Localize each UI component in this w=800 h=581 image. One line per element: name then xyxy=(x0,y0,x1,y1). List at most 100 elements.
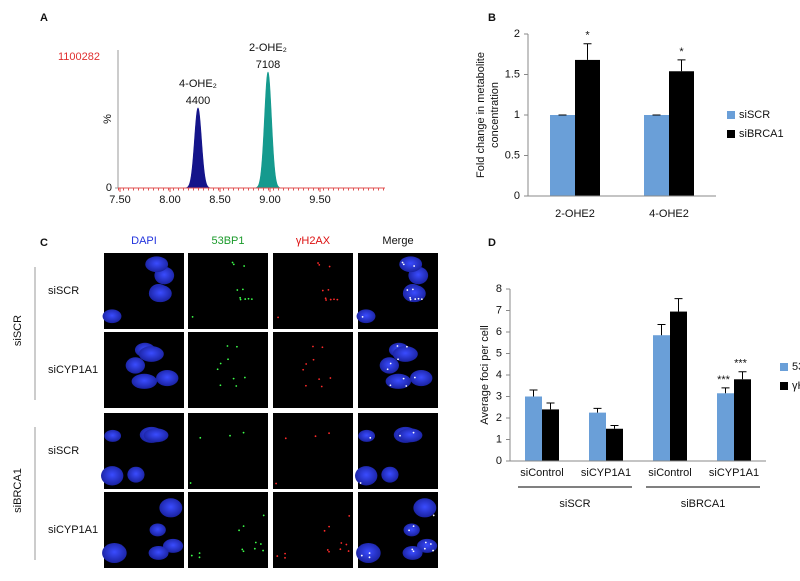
row-label: siCYP1A1 xyxy=(48,364,98,376)
focus-green xyxy=(397,358,399,361)
y-tick-label: 0 xyxy=(514,190,520,202)
nucleus xyxy=(148,545,169,560)
micrograph-tile xyxy=(356,492,438,568)
tile-background xyxy=(188,413,268,489)
nucleus xyxy=(402,545,423,560)
micrograph-tile xyxy=(188,332,268,408)
nucleus xyxy=(379,357,399,374)
bar xyxy=(606,428,623,461)
nucleus xyxy=(101,466,124,486)
focus-green xyxy=(247,297,250,300)
micrograph-tile xyxy=(358,332,438,408)
group-label: siBRCA1 xyxy=(681,498,726,510)
focus-green xyxy=(241,288,244,291)
focus-red xyxy=(276,555,279,557)
focus-green xyxy=(241,548,244,551)
nucleus xyxy=(403,523,420,537)
focus-green xyxy=(359,482,362,484)
y-tick-label: 0 xyxy=(496,455,502,467)
error-bar xyxy=(583,43,592,60)
focus-red xyxy=(339,548,342,551)
error-bar xyxy=(738,371,747,380)
peak-area-label: 4400 xyxy=(186,95,210,107)
focus-red xyxy=(323,529,326,532)
row-label: siSCR xyxy=(48,445,79,457)
micrograph-tile xyxy=(102,253,184,329)
focus-green xyxy=(411,288,414,291)
focus-green xyxy=(254,541,257,544)
focus-red xyxy=(347,550,350,552)
micrograph-tile xyxy=(355,413,438,489)
nucleus xyxy=(143,428,169,443)
significance-label: * xyxy=(585,30,590,42)
group-label: siBRCA1 xyxy=(12,468,24,513)
focus-green xyxy=(420,298,423,301)
focus-green xyxy=(262,549,264,552)
focus-green xyxy=(262,514,265,517)
micrograph-tile xyxy=(356,253,438,329)
focus-green xyxy=(226,345,229,347)
focus-green xyxy=(368,552,371,554)
micrograph-tile xyxy=(188,253,268,329)
legend-label: siSCR xyxy=(739,109,770,121)
nucleus xyxy=(356,543,381,563)
nucleus xyxy=(413,498,437,518)
nucleus xyxy=(385,373,412,389)
focus-green xyxy=(219,384,222,387)
focus-red xyxy=(328,525,330,528)
micrograph-tile xyxy=(273,253,353,329)
focus-red xyxy=(325,299,327,301)
error-bar xyxy=(593,407,602,413)
focus-red xyxy=(333,298,335,301)
focus-green xyxy=(413,265,416,267)
focus-red xyxy=(284,556,286,559)
nucleus xyxy=(397,428,423,443)
focus-green xyxy=(409,298,412,301)
focus-green xyxy=(386,368,389,371)
nucleus xyxy=(104,429,122,442)
y-tick-label: 6 xyxy=(496,326,502,338)
y-tick-label: 3 xyxy=(496,390,502,402)
focus-green xyxy=(409,296,412,299)
y-axis-label: Fold change in metabolite xyxy=(475,52,487,178)
focus-green xyxy=(259,543,262,545)
focus-red xyxy=(328,265,331,268)
error-bar xyxy=(546,402,555,410)
focus-green xyxy=(229,434,231,437)
y-axis-label: % xyxy=(102,114,114,124)
bar xyxy=(575,59,600,196)
error-bar xyxy=(657,323,666,336)
significance-label: * xyxy=(679,46,684,58)
focus-green xyxy=(190,554,193,557)
focus-green xyxy=(242,550,245,553)
nucleus xyxy=(149,523,166,537)
focus-red xyxy=(329,298,332,301)
peak xyxy=(180,107,216,189)
focus-green xyxy=(401,261,404,264)
tile-background xyxy=(273,332,353,408)
focus-red xyxy=(326,549,329,551)
focus-red xyxy=(327,288,330,291)
y-tick-label: 4 xyxy=(496,369,502,381)
focus-green xyxy=(191,316,194,318)
micrograph-tile xyxy=(188,492,268,568)
bar xyxy=(670,311,687,461)
panel-label: C xyxy=(40,237,48,249)
micrograph-tile xyxy=(273,492,353,568)
focus-green xyxy=(242,431,245,434)
bar xyxy=(525,396,542,461)
y-tick-label: 2 xyxy=(514,28,520,40)
nucleus xyxy=(358,429,376,442)
focus-green xyxy=(368,556,371,559)
focus-green xyxy=(412,550,415,553)
group-label: siSCR xyxy=(559,498,590,510)
focus-green xyxy=(238,529,240,532)
nucleus xyxy=(131,373,158,389)
peak-name: 4-OHE₂ xyxy=(179,78,217,90)
micrograph-tile xyxy=(188,413,268,489)
error-bar xyxy=(610,425,619,429)
focus-green xyxy=(413,376,416,379)
y-axis-label: Average foci per cell xyxy=(479,325,491,424)
y-axis-label: concentration xyxy=(489,82,501,148)
legend-swatch xyxy=(727,111,735,119)
